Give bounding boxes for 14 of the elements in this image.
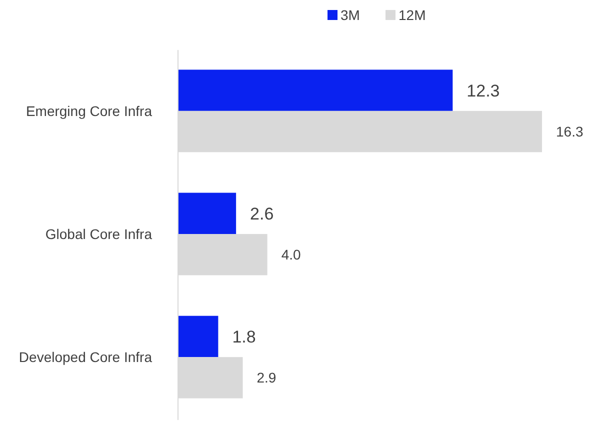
y-tick-label: Global Core Infra: [45, 226, 152, 242]
data-label: 12.3: [466, 81, 500, 100]
data-label: 1.8: [232, 327, 256, 346]
data-label: 2.9: [256, 370, 276, 386]
legend-label: 12M: [398, 6, 426, 23]
bar: [178, 70, 453, 111]
data-label: 16.3: [556, 123, 584, 140]
legend-label: 3M: [340, 6, 360, 23]
y-tick-label: Emerging Core Infra: [26, 102, 152, 119]
data-label: 4.0: [281, 246, 301, 263]
data-label: 2.6: [250, 204, 274, 224]
bar: [178, 316, 218, 358]
y-tick-label: Developed Core Infra: [18, 348, 152, 365]
bar: [178, 192, 236, 234]
